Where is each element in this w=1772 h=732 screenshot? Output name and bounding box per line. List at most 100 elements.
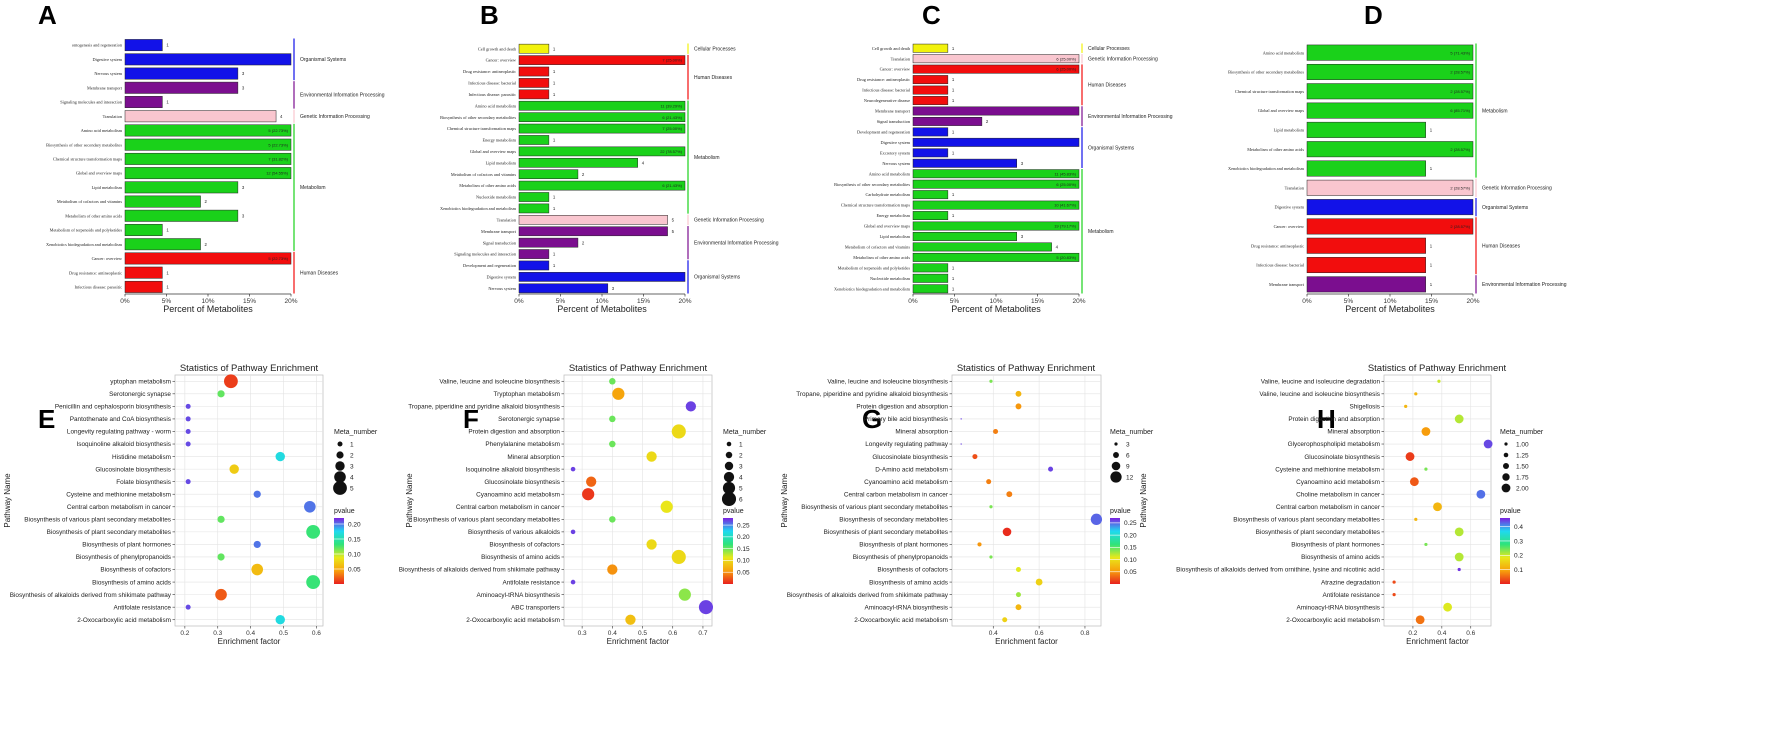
- bubble-biosynthesis-of-various-plant-secondary-metabolites: [217, 515, 225, 523]
- panel-letter-g: G: [862, 404, 882, 434]
- category-label-genetic-information-processing: Genetic Information Processing: [694, 218, 764, 224]
- bar-metabolism-of-terpenoids-and-polyketides: [912, 263, 949, 273]
- pathway-label: Biosynthesis of cofactors: [877, 567, 948, 574]
- bar-nervous-system: [518, 283, 609, 294]
- pathway-label: Isoquinoline alkaloid biosynthesis: [77, 441, 172, 448]
- bar-amino-acid-metabolism: [1306, 44, 1474, 61]
- bubble-glycerophospholipid-metabolism: [1483, 439, 1493, 449]
- pathway-label: ABC transporters: [511, 604, 560, 611]
- category-label-organismal-systems: Organismal Systems: [1482, 205, 1529, 211]
- bar-xenobiotics-biodegradation-and-metabolism: [1306, 160, 1426, 177]
- category-label-cellular-processes: Cellular Processes: [1088, 46, 1130, 52]
- bar-label: Biosynthesis of other secondary metaboli…: [440, 115, 516, 120]
- pathway-label: D-Amino acid metabolism: [875, 466, 948, 473]
- size-legend-label: 1.75: [1516, 474, 1529, 481]
- bar-count-label: 2: [582, 172, 585, 177]
- bubble-phenylalanine-metabolism: [609, 440, 616, 448]
- bubble-2-oxocarboxylic-acid-metabolism: [1002, 617, 1008, 623]
- x-tick-label: 15%: [243, 298, 256, 305]
- bar-label: Cell growth and death: [872, 46, 911, 51]
- color-legend-label: 0.25: [1124, 520, 1137, 527]
- bubble-chart-e: Statistics of Pathway Enrichment 0.2 0.3 0.…: [3, 363, 378, 646]
- bubble-mineral-absorption: [1421, 427, 1431, 436]
- bar-count-label: 1: [553, 81, 556, 86]
- kegg-bar-charts: ontogenesis and regeneration 1 Digestive s…: [46, 38, 1567, 314]
- size-legend-label: 5: [739, 485, 743, 492]
- pathway-label: Biosynthesis of alkaloids derived from s…: [787, 592, 949, 599]
- pathway-label: 2-Oxocarboxylic acid metabolism: [77, 617, 171, 624]
- bar-lipid-metabolism: [1306, 121, 1426, 138]
- bar-label: Translation: [891, 56, 911, 61]
- bar-lipid-metabolism: [518, 157, 638, 168]
- bar-label: Chemical structure transformation maps: [53, 156, 122, 161]
- pathway-label: Biosynthesis of amino acids: [1301, 554, 1380, 561]
- pathway-label: Tropane, piperidine and pyridine alkaloi…: [796, 391, 948, 398]
- pathway-label: Biosynthesis of alkaloids derived from s…: [10, 592, 172, 599]
- bar-label: Global and overview maps: [864, 224, 911, 229]
- bar-amino-acid-metabolism: [518, 100, 686, 111]
- size-legend-dot: [1501, 483, 1511, 493]
- bubble-biosynthesis-of-secondary-metabolites: [1090, 513, 1103, 525]
- bar-label: Biosynthesis of other secondary metaboli…: [834, 182, 910, 187]
- bar-metabolism-of-other-amino-acids: [124, 209, 239, 222]
- x-axis-title: Enrichment factor: [218, 637, 281, 646]
- bar-count-label: 2: [205, 199, 208, 204]
- bubble-biosynthesis-of-plant-hormones: [1424, 542, 1428, 547]
- bubble-central-carbon-metabolism-in-cancer: [304, 500, 316, 513]
- bubble-antifolate-resistance: [1392, 593, 1396, 597]
- bar-label: Nervous system: [488, 286, 516, 291]
- category-label-human-diseases: Human Diseases: [300, 270, 339, 276]
- bar-translation: [912, 54, 1080, 64]
- bar-label: Nucleotide metabolism: [476, 195, 517, 200]
- x-tick-label: 10%: [989, 298, 1002, 305]
- pathway-label: Protein digestion and absorption: [468, 429, 560, 436]
- plot-area: [1383, 374, 1492, 627]
- color-legend-title: pvalue: [334, 508, 355, 515]
- size-legend-dot: [1110, 471, 1122, 483]
- bar-count-label: 1: [1430, 243, 1433, 248]
- x-tick-label: 5%: [950, 298, 960, 305]
- bar-label: Energy metabolism: [483, 138, 517, 143]
- category-label-genetic-information-processing: Genetic Information Processing: [300, 114, 370, 120]
- bubble-glucosinolate-biosynthesis: [229, 464, 239, 474]
- x-tick-label: 0.2: [1408, 630, 1417, 637]
- panel-letter-d: D: [1364, 0, 1383, 30]
- size-legend-dot: [333, 481, 347, 495]
- pathway-label: Glucosinolate biosynthesis: [872, 454, 948, 461]
- x-axis-title: Percent of Metabolites: [557, 304, 647, 314]
- bar-metabolism-of-other-amino-acids: [1306, 141, 1474, 158]
- pathway-label: Biosynthesis of various plant secondary …: [413, 517, 560, 524]
- bar-label: Digestive system: [93, 57, 123, 62]
- size-legend-label: 1.00: [1516, 441, 1529, 448]
- chart-title: Statistics of Pathway Enrichment: [180, 363, 319, 374]
- bar-xenobiotics-biodegradation-and-metabolism: [912, 284, 949, 294]
- chart-title: Statistics of Pathway Enrichment: [569, 363, 708, 374]
- x-tick-label: 0.4: [246, 630, 255, 637]
- bar-cell-growth-and-death: [912, 43, 949, 53]
- bubble-serotonergic-synapse: [217, 390, 225, 398]
- bar-count-label: 1: [166, 228, 169, 233]
- bar-metabolism-of-cofactors-and-vitamins: [912, 242, 1052, 252]
- pathway-label: Antifolate resistance: [1322, 592, 1380, 599]
- panel-letter-f: F: [463, 404, 479, 434]
- pathway-label: Primary bile acid biosynthesis: [864, 416, 948, 423]
- bar-metabolism-of-cofactors-and-vitamins: [518, 169, 579, 180]
- size-legend-label: 2: [350, 452, 354, 459]
- bar-biosynthesis-of-other-secondary-metabolites: [912, 179, 1080, 189]
- bubble-chart-h: Statistics of Pathway Enrichment 0.2 0.4 0.…: [1139, 363, 1544, 646]
- bar-drug-resistance-antineoplastic: [124, 266, 163, 279]
- pathway-label: Cysteine and methionine metabolism: [1275, 466, 1380, 473]
- x-tick-label: 0.3: [578, 630, 587, 637]
- bar-energy-metabolism: [518, 135, 550, 145]
- panel-letter-a: A: [38, 0, 57, 30]
- pathway-label: Aminoacyl-tRNA biosynthesis: [1297, 604, 1380, 611]
- bar-label: Signaling molecules and interaction: [60, 100, 123, 105]
- category-label-human-diseases: Human Diseases: [1088, 83, 1127, 89]
- bar-cancer-overview: [518, 55, 686, 65]
- bubble-biosynthesis-of-alkaloids-derived-from-shikimate-pathway: [215, 588, 227, 601]
- chart-title: Statistics of Pathway Enrichment: [957, 363, 1096, 374]
- size-legend-label: 5: [350, 485, 354, 492]
- bar-development-and-regeneration: [912, 127, 949, 137]
- x-tick-label: 0.8: [1080, 630, 1089, 637]
- color-legend-label: 0.15: [1124, 545, 1137, 552]
